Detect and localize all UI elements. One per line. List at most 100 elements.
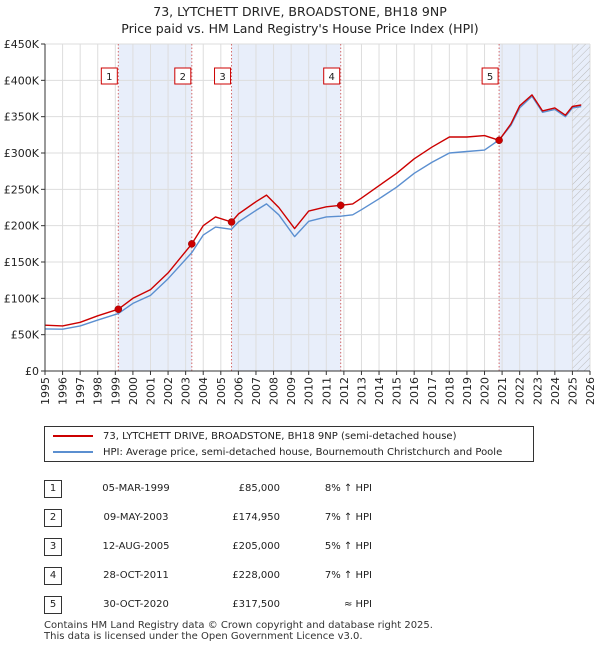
sale-points xyxy=(114,136,503,313)
hatch-area xyxy=(572,44,590,371)
sale-hpi: 7% ↑ HPI xyxy=(324,512,372,523)
sale-label-text: 4 xyxy=(329,72,335,83)
chart-title: 73, LYTCHETT DRIVE, BROADSTONE, BH18 9NP… xyxy=(0,3,600,37)
table-row: 5 30-OCT-2020 £317,500 ≈ HPI xyxy=(44,590,372,619)
sales-table: 1 05-MAR-1999 £85,000 8% ↑ HPI 2 09-MAY-… xyxy=(44,474,372,619)
footer: Contains HM Land Registry data © Crown c… xyxy=(44,620,433,642)
x-tick-label: 2011 xyxy=(320,377,333,405)
sale-label-box xyxy=(481,67,499,85)
property-line xyxy=(44,94,582,327)
legend-label-property: 73, LYTCHETT DRIVE, BROADSTONE, BH18 9NP… xyxy=(103,430,457,442)
x-tick-label: 1998 xyxy=(92,377,105,405)
sale-price: £205,000 xyxy=(232,541,280,552)
x-tick-label: 2003 xyxy=(180,377,193,405)
sale-labels: 1 2 3 4 5 xyxy=(100,67,499,85)
legend-item-hpi: HPI: Average price, semi-detached house,… xyxy=(53,444,502,460)
x-tick-label: 1999 xyxy=(109,377,122,405)
x-tick-label: 2017 xyxy=(426,377,439,405)
footer-line-2: This data is licensed under the Open Gov… xyxy=(44,631,363,642)
sale-price: £85,000 xyxy=(238,483,280,494)
sale-point xyxy=(188,240,196,248)
y-tick-label: £150K xyxy=(4,256,40,269)
sale-price: £174,950 xyxy=(232,512,280,523)
sale-point xyxy=(336,201,345,210)
table-row: 4 28-OCT-2011 £228,000 7% ↑ HPI xyxy=(44,561,372,590)
x-tick-label: 2024 xyxy=(549,377,562,405)
title-line-1: 73, LYTCHETT DRIVE, BROADSTONE, BH18 9NP xyxy=(153,4,447,19)
sale-price: £317,500 xyxy=(232,599,280,610)
sale-label-box xyxy=(323,67,341,85)
sale-hpi: 7% ↑ HPI xyxy=(324,570,372,581)
sale-label-box xyxy=(214,67,232,85)
x-tick-label: 2004 xyxy=(197,377,210,405)
x-tick-label: 2021 xyxy=(496,377,509,405)
x-tick-label: 2009 xyxy=(285,377,298,405)
x-tick-label: 2020 xyxy=(479,377,492,405)
x-tick-label: 2002 xyxy=(162,377,175,405)
sale-date: 12-AUG-2005 xyxy=(102,541,170,552)
x-tick-label: 2000 xyxy=(127,377,140,405)
sale-date: 28-OCT-2011 xyxy=(103,570,169,581)
table-row: 2 09-MAY-2003 £174,950 7% ↑ HPI xyxy=(44,503,372,532)
sale-price: £228,000 xyxy=(232,570,280,581)
hpi-line xyxy=(44,95,582,330)
sale-badge: 2 xyxy=(44,508,62,527)
x-tick-label: 2023 xyxy=(531,377,544,405)
sale-badge: 3 xyxy=(44,537,62,556)
sale-hpi: ≈ HPI xyxy=(343,599,372,610)
price-chart: 1 2 3 4 5 £0 £50K £100K £150K £200K £250K £300K £35… xyxy=(4,38,597,405)
y-tick-label: £100K xyxy=(4,292,40,305)
y-tick-label: £300K xyxy=(4,147,40,160)
x-tick-label: 1996 xyxy=(57,377,70,405)
sale-hpi: 8% ↑ HPI xyxy=(324,483,372,494)
sale-badge: 1 xyxy=(44,479,62,498)
y-tick-label: £400K xyxy=(4,74,40,87)
sale-label-text: 5 xyxy=(487,72,493,83)
sale-label-box xyxy=(100,67,118,85)
y-tick-label: £350K xyxy=(4,111,40,124)
x-tick-label: 2010 xyxy=(303,377,316,405)
y-tick-label: £250K xyxy=(4,183,40,196)
sale-label-box xyxy=(174,67,192,85)
x-tick-label: 2025 xyxy=(566,377,579,405)
sale-badge: 4 xyxy=(44,566,62,585)
table-row: 1 05-MAR-1999 £85,000 8% ↑ HPI xyxy=(44,474,372,503)
x-tick-label: 2001 xyxy=(144,377,157,405)
x-tick-label: 2018 xyxy=(443,377,456,405)
table-row: 3 12-AUG-2005 £205,000 5% ↑ HPI xyxy=(44,532,372,561)
sale-point xyxy=(227,218,236,226)
title-line-2: Price paid vs. HM Land Registry's House … xyxy=(121,21,479,36)
legend-label-hpi: HPI: Average price, semi-detached house,… xyxy=(103,446,503,458)
x-tick-label: 2014 xyxy=(373,377,386,405)
axes: £0 £50K £100K £150K £200K £250K £300K £350K £400… xyxy=(4,38,597,405)
sale-date: 30-OCT-2020 xyxy=(103,599,169,610)
x-tick-label: 2016 xyxy=(408,377,421,405)
x-tick-label: 2008 xyxy=(268,377,281,405)
sale-date: 05-MAR-1999 xyxy=(102,483,170,494)
sale-hpi: 5% ↑ HPI xyxy=(324,541,372,552)
x-tick-label: 2006 xyxy=(232,377,245,405)
x-tick-label: 2019 xyxy=(461,377,474,405)
sale-label-text: 3 xyxy=(219,72,225,83)
x-tick-label: 2005 xyxy=(215,377,228,405)
shaded-period xyxy=(118,44,192,371)
sale-label-text: 2 xyxy=(180,72,186,83)
sale-badge: 5 xyxy=(44,595,62,614)
y-tick-label: £0 xyxy=(25,365,39,378)
x-tick-label: 2022 xyxy=(514,377,527,405)
series-lines xyxy=(44,94,582,330)
legend-item-property: 73, LYTCHETT DRIVE, BROADSTONE, BH18 9NP… xyxy=(53,428,457,444)
y-tick-label: £450K xyxy=(4,38,40,51)
forecast-hatch xyxy=(572,44,590,371)
x-tick-label: 2007 xyxy=(250,377,263,405)
x-tick-label: 1997 xyxy=(74,377,87,405)
legend-swatch-hpi xyxy=(53,451,93,453)
legend-swatch-property xyxy=(53,435,93,437)
x-tick-label: 2012 xyxy=(338,377,351,405)
sale-label-text: 1 xyxy=(106,72,112,83)
x-tick-label: 2015 xyxy=(391,377,404,405)
y-tick-label: £50K xyxy=(11,329,40,342)
sale-point xyxy=(114,305,123,313)
x-tick-label: 2013 xyxy=(355,377,368,405)
sale-point xyxy=(495,136,503,145)
